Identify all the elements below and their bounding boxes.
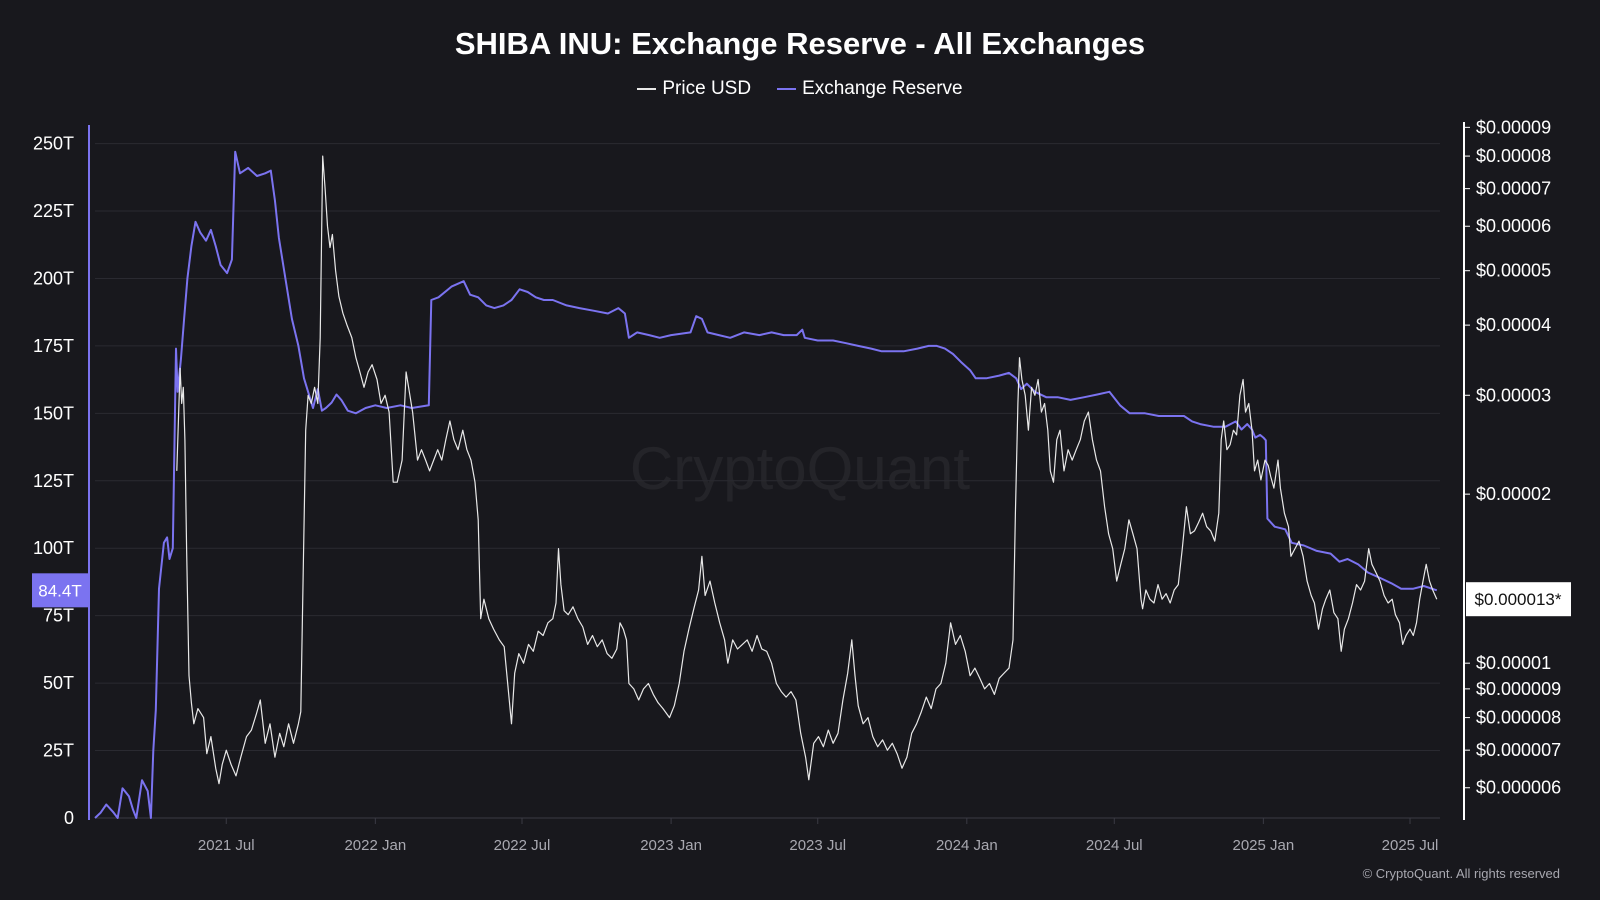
series-exchange-reserve	[94, 150, 1438, 819]
y-right-tick-label: $0.00006	[1476, 216, 1551, 236]
y-left-tick-label: 200T	[33, 268, 74, 288]
x-tick-label: 2024 Jul	[1086, 837, 1143, 854]
legend-item-price[interactable]: Price USD	[637, 78, 751, 100]
line-price-usd	[176, 155, 1438, 785]
y-right-tick-label: $0.00003	[1476, 385, 1551, 405]
y-left-tick-label: 75T	[43, 606, 74, 626]
series-price-usd	[176, 155, 1438, 785]
y-right-tick-label: $0.00008	[1476, 146, 1551, 166]
y-right-tick-label: $0.00001	[1476, 653, 1551, 673]
y-right-tick-label: $0.00009	[1476, 117, 1551, 137]
y-left-tick-label: 175T	[33, 336, 74, 356]
badge-price-current-bg	[1466, 582, 1571, 617]
legend-item-reserve[interactable]: Exchange Reserve	[777, 78, 963, 100]
chart-title: SHIBA INU: Exchange Reserve - All Exchan…	[454, 26, 1146, 61]
y-right-tick-label: $0.000007	[1476, 740, 1561, 760]
y-right-tick-label: $0.00004	[1476, 315, 1551, 335]
x-tick-label: 2024 Jan	[936, 837, 998, 854]
y-right-tick-label: $0.00007	[1476, 179, 1551, 199]
y-left-tick-label: 125T	[33, 471, 74, 491]
y-left-tick-label: 150T	[33, 403, 74, 423]
y-left-tick-label: 225T	[33, 201, 74, 221]
y-axis-left: 0 25T 50T 75T 100T 125T 150T 175T 200T 225T 250T	[33, 134, 74, 828]
legend-label-price: Price USD	[662, 78, 752, 99]
y-left-tick-label: 50T	[43, 673, 74, 693]
badge-reserve-current-bg	[32, 573, 89, 608]
x-tick-label: 2021 Jul	[198, 837, 255, 854]
x-tick-label: 2023 Jul	[789, 837, 846, 854]
current-value-badges: 84.4T $0.000013*	[32, 573, 1571, 617]
x-tick-label: 2023 Jan	[640, 837, 702, 854]
y-right-tick-label: $0.000006	[1476, 778, 1561, 798]
grid-lines	[95, 143, 1440, 819]
chart-legend: Price USD Exchange Reserve	[0, 78, 1600, 100]
x-tick-label: 2025 Jan	[1233, 837, 1295, 854]
legend-swatch-reserve	[777, 88, 797, 90]
legend-swatch-price	[637, 88, 657, 90]
y-left-tick-label: 0	[64, 808, 74, 828]
y-left-tick-label: 250T	[33, 134, 74, 154]
badge-reserve-current-label: 84.4T	[38, 581, 81, 600]
x-tick-label: 2022 Jan	[344, 837, 406, 854]
y-axis-right: $0.000006 $0.000007 $0.000008 $0.000009 $0.0…	[1464, 117, 1561, 798]
x-axis-ticks: 2021 Jul 2022 Jan 2022 Jul 2023 Jan 2023 Jul…	[198, 818, 1438, 854]
x-tick-label: 2022 Jul	[494, 837, 551, 854]
copyright-notice: © CryptoQuant. All rights reserved	[1362, 866, 1560, 881]
y-right-tick-label: $0.000009	[1476, 679, 1561, 699]
x-tick-label: 2025 Jul	[1382, 837, 1439, 854]
y-left-tick-label: 25T	[43, 741, 74, 761]
line-exchange-reserve	[94, 150, 1438, 819]
badge-price-current-label: $0.000013*	[1475, 590, 1562, 609]
y-left-tick-label: 100T	[33, 538, 74, 558]
y-right-tick-label: $0.00002	[1476, 484, 1551, 504]
y-right-tick-label: $0.00005	[1476, 261, 1551, 281]
legend-label-reserve: Exchange Reserve	[802, 78, 963, 99]
axes	[88, 122, 1465, 820]
y-right-tick-label: $0.000008	[1476, 708, 1561, 728]
